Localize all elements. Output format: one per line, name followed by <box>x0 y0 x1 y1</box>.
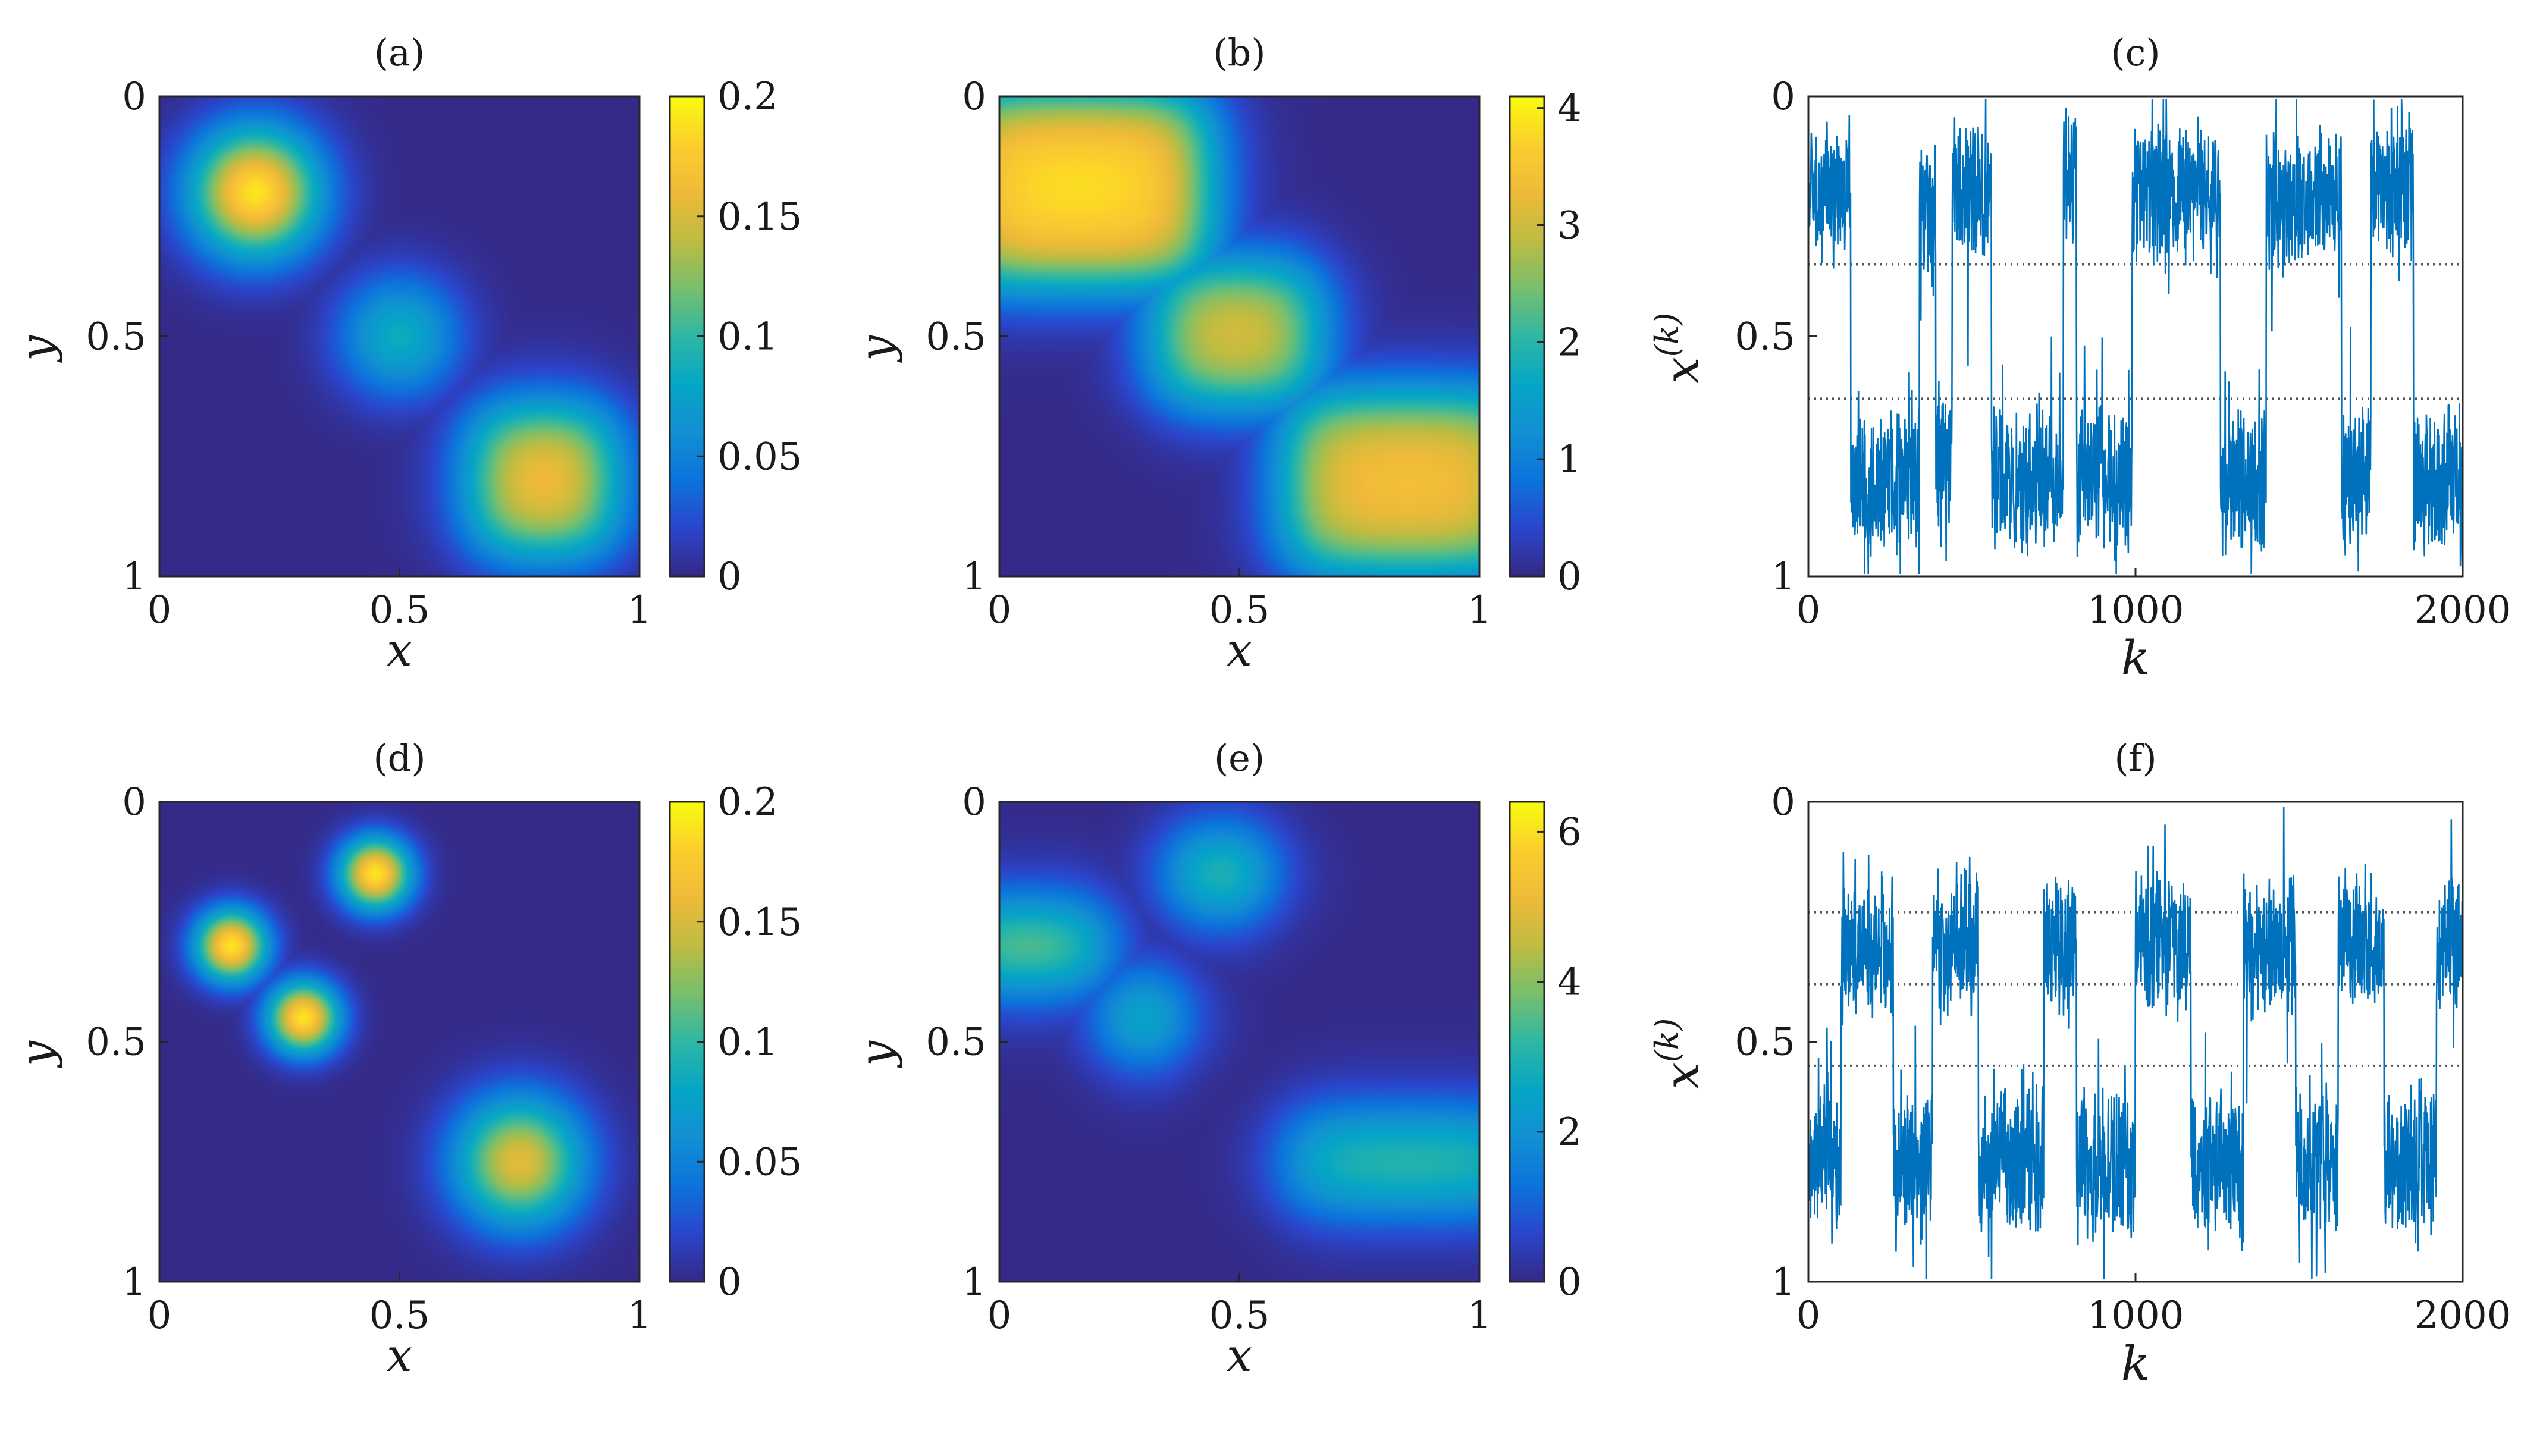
y-axis-label: y <box>10 1040 63 1068</box>
panel-label: (d) <box>373 736 425 780</box>
colorbar-tick-label: 4 <box>1557 87 1582 131</box>
y-tick-label: 0.5 <box>926 315 986 359</box>
heatmap-image <box>999 96 1479 576</box>
x-axis-label: k <box>2121 630 2150 686</box>
y-axis-label: x(k) <box>1648 313 1710 384</box>
y-tick-label: 0 <box>962 780 986 824</box>
x-tick-label: 0.5 <box>369 1294 430 1338</box>
panel-label: (e) <box>1214 736 1265 780</box>
y-tick-label: 0.5 <box>1735 1021 1795 1065</box>
x-axis-label: k <box>2121 1336 2150 1391</box>
x-tick-label: 2000 <box>2415 1294 2511 1338</box>
x-tick-label: 1 <box>628 588 652 632</box>
x-tick-label: 0 <box>148 1294 172 1338</box>
y-tick-label: 0.5 <box>86 315 146 359</box>
x-tick-label: 1000 <box>2087 1294 2184 1338</box>
colorbar-tick-label: 0 <box>1557 1260 1582 1304</box>
y-axis-label: x(k) <box>1648 1018 1710 1090</box>
y-tick-label: 0 <box>962 75 986 119</box>
x-tick-label: 2000 <box>2415 588 2511 632</box>
x-axis-label: x <box>387 1329 412 1382</box>
y-tick-label: 0 <box>1771 75 1795 119</box>
colorbar-gradient <box>1510 96 1544 576</box>
y-tick-label: 1 <box>1771 555 1795 599</box>
colorbar-tick-label: 0.1 <box>717 1021 778 1065</box>
y-tick-label: 1 <box>962 555 986 599</box>
y-tick-label: 1 <box>962 1260 986 1304</box>
colorbar-tick-label: 2 <box>1557 1110 1582 1154</box>
y-axis-label: y <box>850 335 903 363</box>
y-tick-label: 0.5 <box>926 1021 986 1065</box>
trace-line <box>1807 807 2464 1280</box>
colorbar-tick-label: 3 <box>1557 204 1582 248</box>
x-tick-label: 0.5 <box>369 588 430 632</box>
y-tick-label: 1 <box>1771 1260 1795 1304</box>
x-tick-label: 0 <box>987 588 1012 632</box>
y-tick-label: 1 <box>122 1260 146 1304</box>
panel-c: (c) 0 1000 2000 0 0.5 1 k x(k) <box>1648 31 2511 686</box>
colorbar-tick-label: 0 <box>1557 555 1582 599</box>
colorbar-tick-label: 0.15 <box>717 900 802 944</box>
y-tick-label: 0.5 <box>1735 315 1795 359</box>
y-tick-label: 0 <box>1771 780 1795 824</box>
x-tick-label: 0 <box>987 1294 1012 1338</box>
colorbar-tick-label: 0.15 <box>717 195 802 239</box>
panel-label: (f) <box>2114 736 2156 780</box>
colorbar-gradient <box>1510 802 1544 1282</box>
panel-label: (c) <box>2111 31 2160 74</box>
colorbar-frame <box>1509 801 1545 1283</box>
x-axis-label: x <box>1227 623 1252 676</box>
x-tick-label: 0 <box>1796 1294 1821 1338</box>
x-tick-label: 0 <box>1796 588 1821 632</box>
colorbar-tick-label: 0.05 <box>717 435 802 479</box>
x-tick-label: 0 <box>148 588 172 632</box>
heatmap-image <box>159 802 639 1282</box>
x-axis-label: x <box>1227 1329 1252 1382</box>
colorbar-tick-label: 0.1 <box>717 315 778 359</box>
x-tick-label: 1 <box>628 1294 652 1338</box>
x-axis-label: x <box>387 623 412 676</box>
x-tick-label: 1 <box>1468 1294 1492 1338</box>
colorbar-tick-label: 0 <box>717 1260 742 1304</box>
heatmap-image <box>159 96 639 576</box>
y-axis-label: y <box>850 1040 903 1068</box>
y-tick-label: 0 <box>122 75 146 119</box>
colorbar-frame <box>1509 95 1545 578</box>
y-axis-label: y <box>10 335 63 363</box>
colorbar-tick-label: 4 <box>1557 961 1582 1005</box>
x-tick-label: 1000 <box>2087 588 2184 632</box>
y-tick-label: 0 <box>122 780 146 824</box>
x-tick-label: 0.5 <box>1209 1294 1270 1338</box>
colorbar-tick-label: 6 <box>1557 810 1582 854</box>
colorbar-tick-label: 0.2 <box>717 75 778 119</box>
heatmap-image <box>999 802 1479 1282</box>
panel-label: (a) <box>374 31 425 74</box>
y-tick-label: 1 <box>122 555 146 599</box>
colorbar-tick-label: 0.05 <box>717 1140 802 1184</box>
colorbar-tick-label: 2 <box>1557 321 1582 365</box>
trace-line <box>1807 98 2464 575</box>
colorbar-tick-label: 0.2 <box>717 780 778 824</box>
colorbar-tick-label: 1 <box>1557 438 1582 482</box>
panel-label: (b) <box>1213 31 1265 74</box>
x-tick-label: 1 <box>1468 588 1492 632</box>
x-tick-label: 0.5 <box>1209 588 1270 632</box>
panel-f: (f) 0 1000 2000 0 0.5 1 k x(k) <box>1648 736 2511 1391</box>
colorbar-tick-label: 0 <box>717 555 742 599</box>
y-tick-label: 0.5 <box>86 1021 146 1065</box>
